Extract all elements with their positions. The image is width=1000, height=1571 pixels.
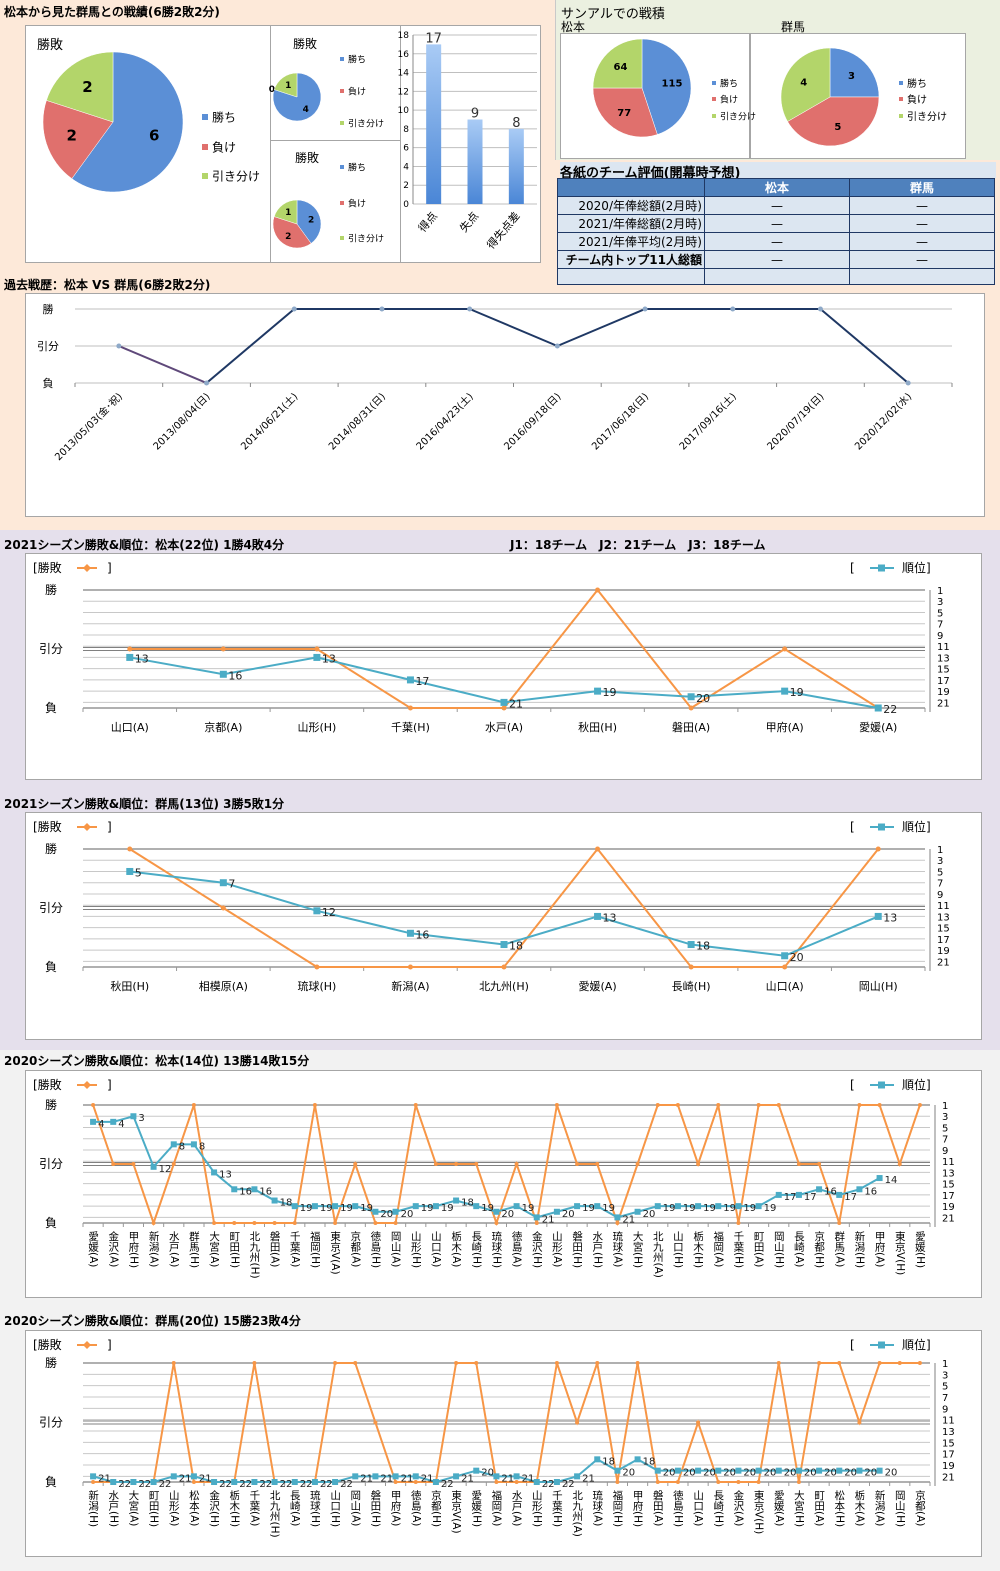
table-header-row: 松本 群馬 (557, 178, 995, 197)
cell: — (704, 196, 850, 215)
divider (400, 25, 401, 263)
column-header: 松本 (704, 178, 850, 197)
row-label: 2020/年俸総額(2月時) (557, 196, 705, 215)
evaluation-title: 各紙のチーム評価(開幕時予想) (560, 162, 996, 181)
cell: — (849, 250, 995, 269)
cell: — (849, 232, 995, 251)
cell (704, 268, 850, 285)
league-info: J1：18チーム J2：21チーム J3：18チーム (510, 538, 766, 552)
season-2020-gunma-box (25, 1330, 982, 1557)
cell: — (704, 214, 850, 233)
divider (270, 25, 271, 263)
season-2021-gunma-title: 2021シーズン勝敗&順位：群馬(13位) 3勝5敗1分 (4, 797, 285, 811)
table-row: チーム内トップ11人総額 — — (557, 250, 995, 269)
season-2020-gunma-title: 2020シーズン勝敗&順位：群馬(20位) 15勝23敗4分 (4, 1314, 301, 1328)
season-2020-matsumoto-title: 2020シーズン勝敗&順位：松本(14位) 13勝14敗15分 (4, 1054, 310, 1068)
cell (849, 268, 995, 285)
table-row: 2021/年俸平均(2月時) — — (557, 232, 995, 251)
season-2021-gunma-box (25, 812, 982, 1040)
sample-title: サンアルでの戦積 (561, 7, 665, 22)
evaluation-table: 松本 群馬 2020/年俸総額(2月時) — — 2021/年俸総額(2月時) — — … (557, 178, 995, 285)
row-label: 2021/年俸平均(2月時) (557, 232, 705, 251)
season-2020-matsumoto-box (25, 1070, 982, 1298)
sample-team-a: 松本 (561, 20, 586, 34)
row-label: チーム内トップ11人総額 (557, 250, 705, 269)
table-row (557, 268, 995, 285)
sample-team-b: 群馬 (781, 20, 806, 34)
row-label: 2021/年俸総額(2月時) (557, 214, 705, 233)
cell: — (849, 214, 995, 233)
cell: — (704, 232, 850, 251)
cell (557, 268, 705, 285)
cell: — (849, 196, 995, 215)
season-2021-matsumoto-box (25, 553, 982, 780)
head-to-head-title: 松本から見た群馬との戦績(6勝2敗2分) (4, 5, 220, 19)
divider (270, 140, 400, 141)
record-charts-box (25, 25, 541, 263)
season-2021-matsumoto-title: 2021シーズン勝敗&順位：松本(22位) 1勝4敗4分 (4, 538, 285, 552)
column-header: 群馬 (849, 178, 995, 197)
sample-gunma-box (750, 33, 966, 159)
table-row: 2021/年俸総額(2月時) — — (557, 214, 995, 233)
past-record-title: 過去戦歴：松本 VS 群馬(6勝2敗2分) (4, 278, 211, 292)
past-chart-box (25, 293, 985, 517)
corner-cell (557, 178, 705, 197)
table-row: 2020/年俸総額(2月時) — — (557, 196, 995, 215)
cell: — (704, 250, 850, 269)
sample-matsumoto-box (560, 33, 750, 159)
